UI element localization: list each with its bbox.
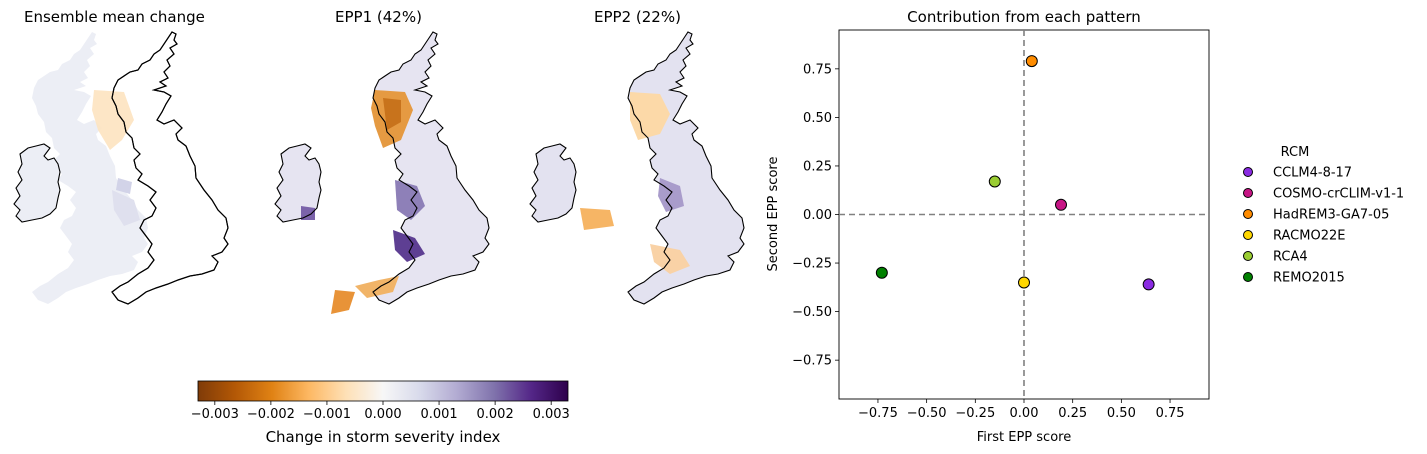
- map1-title: Ensemble mean change: [24, 8, 205, 26]
- y-tick-label: 0.75: [803, 62, 832, 77]
- colorbar-tick-label: −0.003: [191, 407, 239, 422]
- map3-title: EPP2 (22%): [594, 8, 681, 26]
- colorbar-tick-label: 0.001: [420, 407, 457, 422]
- y-tick-label: 0.25: [803, 159, 832, 174]
- legend-label: RCA4: [1273, 250, 1308, 265]
- legend-marker: [1243, 167, 1253, 177]
- colorbar-tick-label: −0.002: [247, 407, 295, 422]
- x-tick-label: 0.00: [1010, 406, 1039, 421]
- point-cclm4-8-17: [1142, 278, 1155, 291]
- legend-marker: [1243, 230, 1253, 240]
- map-epp1: [275, 32, 489, 314]
- colorbar-tick-label: 0.003: [533, 407, 570, 422]
- point-racmo22e: [1018, 276, 1030, 289]
- colorbar-tick-label: 0.000: [364, 407, 401, 422]
- map-ensemble-mean: [14, 31, 229, 305]
- x-tick-label: 0.75: [1156, 406, 1185, 421]
- legend-label: COSMO-crCLIM-v1-1: [1273, 187, 1404, 202]
- x-tick-label: −0.75: [858, 406, 898, 421]
- legend-label: HadREM3-GA7-05: [1273, 208, 1389, 223]
- colorbar-tick-label: −0.001: [303, 407, 351, 422]
- point-rca4: [988, 175, 1001, 188]
- scatter-points: [875, 55, 1155, 291]
- reference-lines: [839, 30, 1209, 399]
- legend-marker: [1243, 188, 1253, 198]
- legend-marker: [1243, 272, 1253, 282]
- legend: RCM CCLM4-8-17 COSMO-crCLIM-v1-1 HadREM3-G…: [1243, 145, 1404, 286]
- x-tick-label: 0.25: [1058, 406, 1087, 421]
- y-axis-ticks: −0.75 −0.50 −0.25 0.00 0.25 0.50 0.75: [792, 62, 839, 369]
- point-remo2015: [875, 266, 888, 279]
- y-tick-label: −0.25: [792, 257, 832, 272]
- y-tick-label: −0.75: [792, 354, 832, 369]
- y-axis-label: Second EPP score: [766, 157, 781, 272]
- legend-marker: [1243, 251, 1253, 261]
- legend-label: REMO2015: [1273, 271, 1345, 286]
- legend-marker: [1243, 209, 1253, 219]
- y-tick-label: −0.50: [792, 305, 832, 320]
- map2-title: EPP1 (42%): [335, 8, 422, 26]
- x-tick-label: 0.50: [1107, 406, 1136, 421]
- colorbar-tick-label: 0.002: [477, 407, 514, 422]
- legend-label: CCLM4-8-17: [1273, 166, 1352, 181]
- legend-title: RCM: [1281, 145, 1310, 160]
- point-cosmo-crclim-v1-1: [1055, 198, 1067, 211]
- y-tick-label: 0.00: [803, 208, 832, 223]
- colorbar-label: Change in storm severity index: [266, 428, 501, 446]
- scatter-title: Contribution from each pattern: [907, 8, 1141, 26]
- x-axis-ticks: −0.75 −0.50 −0.25 0.00 0.25 0.50 0.75: [858, 399, 1185, 421]
- x-tick-label: −0.25: [955, 406, 995, 421]
- x-axis-label: First EPP score: [977, 430, 1071, 445]
- colorbar: −0.003 −0.002 −0.001 0.000 0.001 0.002 0.003 C…: [191, 380, 570, 446]
- maps-figure: −0.003 −0.002 −0.001 0.000 0.001 0.002 0.003 C…: [13, 31, 745, 446]
- point-hadrem3-ga7-05: [1025, 55, 1038, 68]
- y-tick-label: 0.50: [803, 111, 832, 126]
- x-tick-label: −0.50: [907, 406, 947, 421]
- legend-label: RACMO22E: [1273, 229, 1345, 244]
